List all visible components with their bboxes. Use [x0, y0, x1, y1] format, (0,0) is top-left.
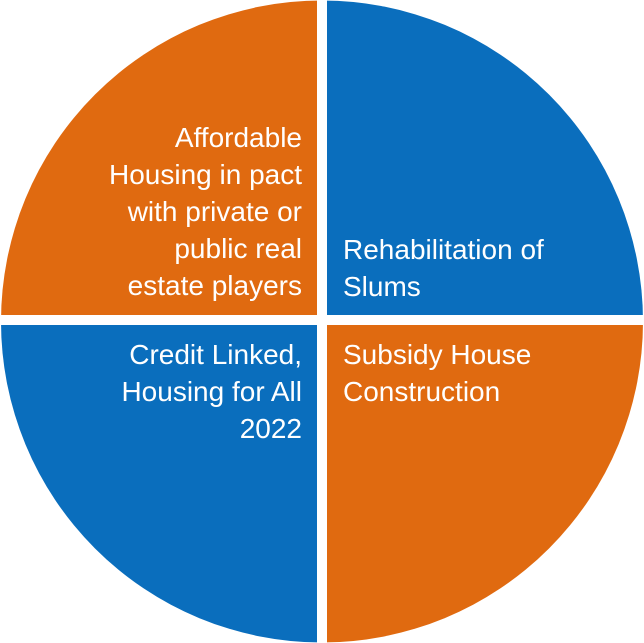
- quadrant-label-subsidy-house-construction: Subsidy House Construction: [343, 339, 532, 407]
- quadrant-label-credit-linked: Credit Linked, Housing for All 2022: [121, 339, 302, 444]
- quadrant-label-affordable-housing: Affordable Housing in pact with private …: [108, 122, 302, 301]
- quadrant-label-rehabilitation-of-slums: Rehabilitation of Slums: [343, 234, 544, 302]
